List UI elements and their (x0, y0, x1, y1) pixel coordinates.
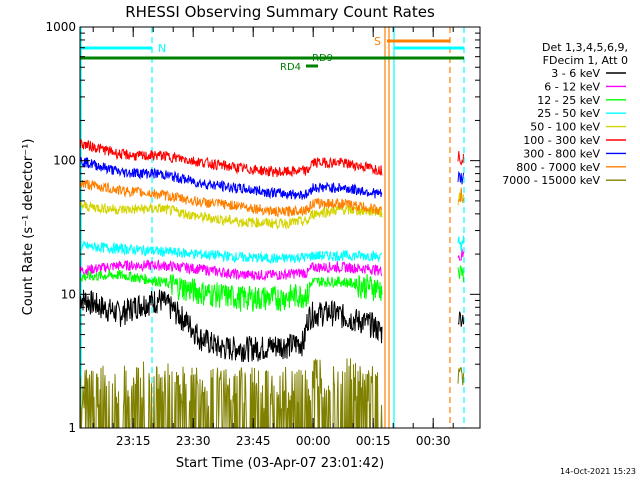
plot-border (79, 26, 481, 429)
series-tail (457, 311, 465, 327)
annotation-s: S (374, 35, 381, 48)
annotation-n: N (158, 42, 166, 55)
series-line (79, 269, 383, 312)
series-tail (457, 187, 465, 203)
legend-header-line-2: FDecim 1, Att 0 (543, 54, 628, 67)
series-line (79, 240, 383, 264)
series-tail (457, 170, 465, 185)
legend-label: 3 - 6 keV (551, 67, 600, 80)
series-tail (457, 265, 465, 283)
series-layer (79, 139, 465, 429)
legend-label: 300 - 800 keV (523, 147, 600, 160)
x-tick-label: 00:30 (416, 434, 451, 448)
series-7000-15000-kev (79, 357, 465, 429)
annotation-rd4: RD4 (280, 62, 301, 73)
y-tick-label: 1 (68, 421, 76, 435)
x-tick-label: 00:15 (356, 434, 391, 448)
x-tick-label: 23:15 (116, 434, 151, 448)
event-overlays: N S RD9 RD4 (80, 27, 465, 428)
legend-label: 6 - 12 keV (544, 80, 600, 93)
series-6-12-kev (79, 248, 465, 282)
series-12-25-kev (79, 265, 465, 312)
series-3-6-kev (79, 289, 465, 362)
series-100-300-kev (79, 139, 465, 178)
series-800-7000-kev (79, 179, 465, 218)
series-line (79, 289, 383, 362)
x-tick-label: 23:45 (236, 434, 271, 448)
legend-label: 100 - 300 keV (523, 134, 600, 147)
timestamp: 14-Oct-2021 15:23 (560, 467, 636, 476)
series-line (79, 201, 383, 231)
series-300-800-kev (79, 156, 465, 200)
chart-title: RHESSI Observing Summary Count Rates (125, 3, 435, 21)
legend-label: 7000 - 15000 keV (502, 174, 600, 187)
series-line (79, 156, 383, 200)
legend: Det 1,3,4,5,6,9, FDecim 1, Att 0 3 - 6 k… (502, 41, 628, 187)
y-tick-label: 10 (61, 287, 76, 301)
x-tick-label: 00:00 (296, 434, 331, 448)
y-tick-label: 1000 (45, 20, 76, 34)
legend-label: 12 - 25 keV (537, 94, 600, 107)
series-tail (457, 367, 465, 386)
x-tick-label: 23:30 (176, 434, 211, 448)
series-tail (457, 235, 465, 252)
series-25-50-kev (79, 235, 465, 264)
legend-header-line-1: Det 1,3,4,5,6,9, (542, 41, 628, 54)
axes-layer: 1 10 100 1000 23:15 23:30 23:45 00:00 00:15 00:30 (45, 20, 481, 448)
series-line (79, 139, 383, 178)
series-line (79, 357, 383, 429)
series-tail (457, 150, 465, 166)
series-line (79, 259, 383, 282)
y-axis-label: Count Rate (s⁻¹ detector⁻¹) (21, 139, 36, 316)
legend-label: 800 - 7000 keV (516, 161, 600, 174)
x-axis-label: Start Time (03-Apr-07 23:01:42) (176, 456, 384, 471)
series-line (79, 179, 383, 218)
series-tail (457, 248, 465, 261)
legend-label: 50 - 100 keV (530, 121, 600, 134)
legend-label: 25 - 50 keV (537, 107, 600, 120)
y-tick-label: 100 (53, 154, 76, 168)
